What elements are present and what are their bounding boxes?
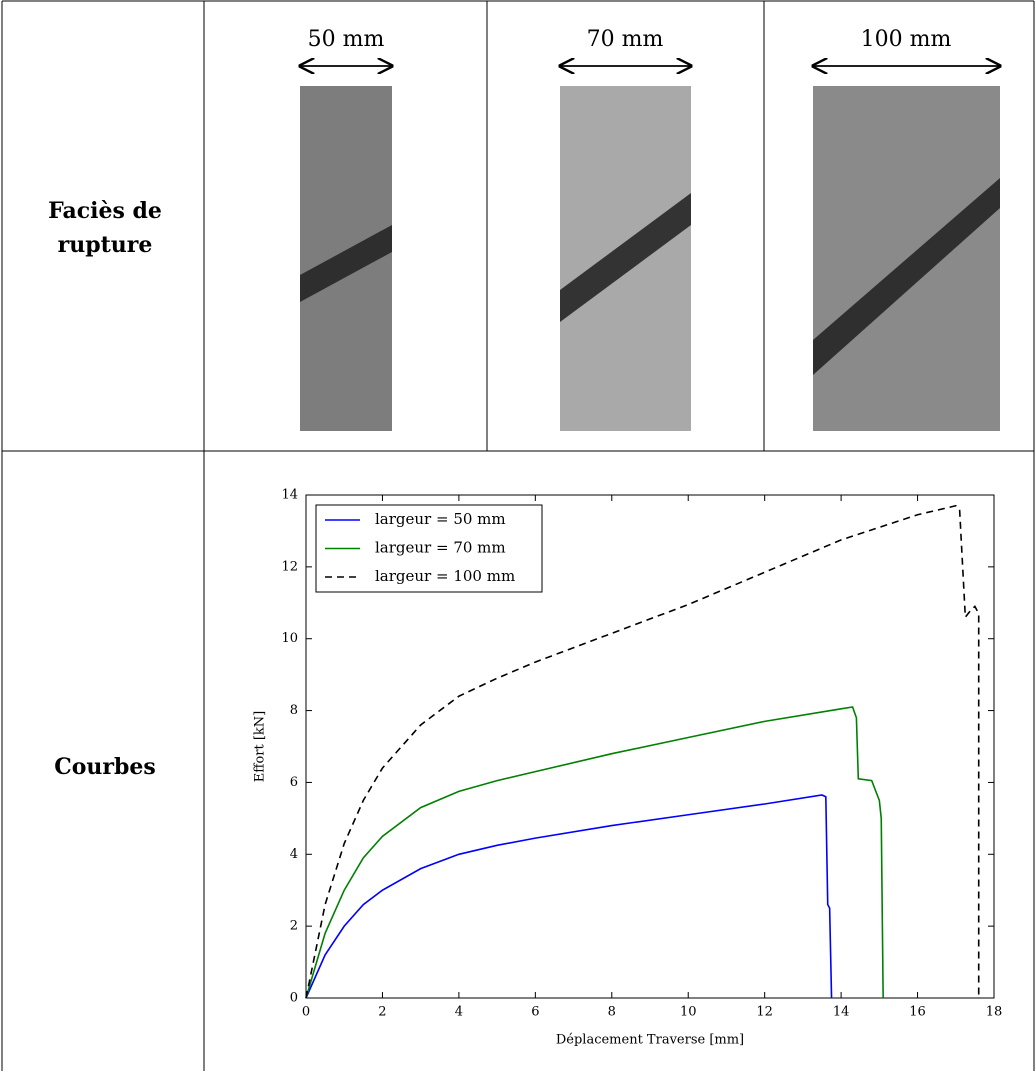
x-tick-label: 18	[986, 1005, 1003, 1020]
legend-label: largeur = 70 mm	[375, 539, 506, 557]
data-line	[305, 504, 980, 999]
y-axis-label: Effort [kN]	[253, 711, 268, 783]
x-tick-label: 0	[302, 1005, 310, 1020]
y-tick-label: 12	[281, 559, 298, 574]
width-label: 100 mm	[861, 27, 952, 52]
x-tick-label: 2	[378, 1005, 386, 1020]
y-tick-label: 0	[290, 991, 298, 1006]
y-tick-label: 8	[290, 703, 298, 718]
x-axis-label: Déplacement Traverse [mm]	[556, 1033, 744, 1048]
y-tick-label: 14	[281, 488, 298, 503]
row-label: Faciès de rupture	[10, 194, 200, 262]
legend-label: largeur = 100 mm	[375, 567, 515, 585]
plot-frame	[305, 494, 995, 999]
y-tick-label: 10	[281, 631, 298, 646]
y-tick-label: 4	[290, 847, 298, 862]
legend-label: largeur = 50 mm	[375, 510, 506, 528]
width-label: 70 mm	[587, 27, 664, 52]
x-tick-label: 14	[833, 1005, 850, 1020]
row-label-text: Faciès de rupture	[48, 198, 162, 258]
x-tick-label: 6	[531, 1005, 539, 1020]
data-line	[305, 706, 884, 999]
row-label: Courbes	[10, 750, 200, 784]
x-tick-label: 12	[756, 1005, 773, 1020]
specimen-photos	[300, 86, 1000, 431]
data-line	[305, 794, 833, 999]
y-tick-label: 2	[290, 919, 298, 934]
x-tick-label: 8	[608, 1005, 616, 1020]
width-label: 50 mm	[308, 27, 385, 52]
x-tick-label: 16	[909, 1005, 926, 1020]
chart: 0 2 4 6 8 10 12 14 16 18 0 2 4 6 8 10 12 14 Déplacement Tr…	[253, 488, 1003, 1048]
x-tick-label: 4	[455, 1005, 463, 1020]
x-tick-label: 10	[680, 1005, 697, 1020]
y-tick-label: 6	[290, 775, 298, 790]
row-label-text: Courbes	[54, 754, 156, 780]
